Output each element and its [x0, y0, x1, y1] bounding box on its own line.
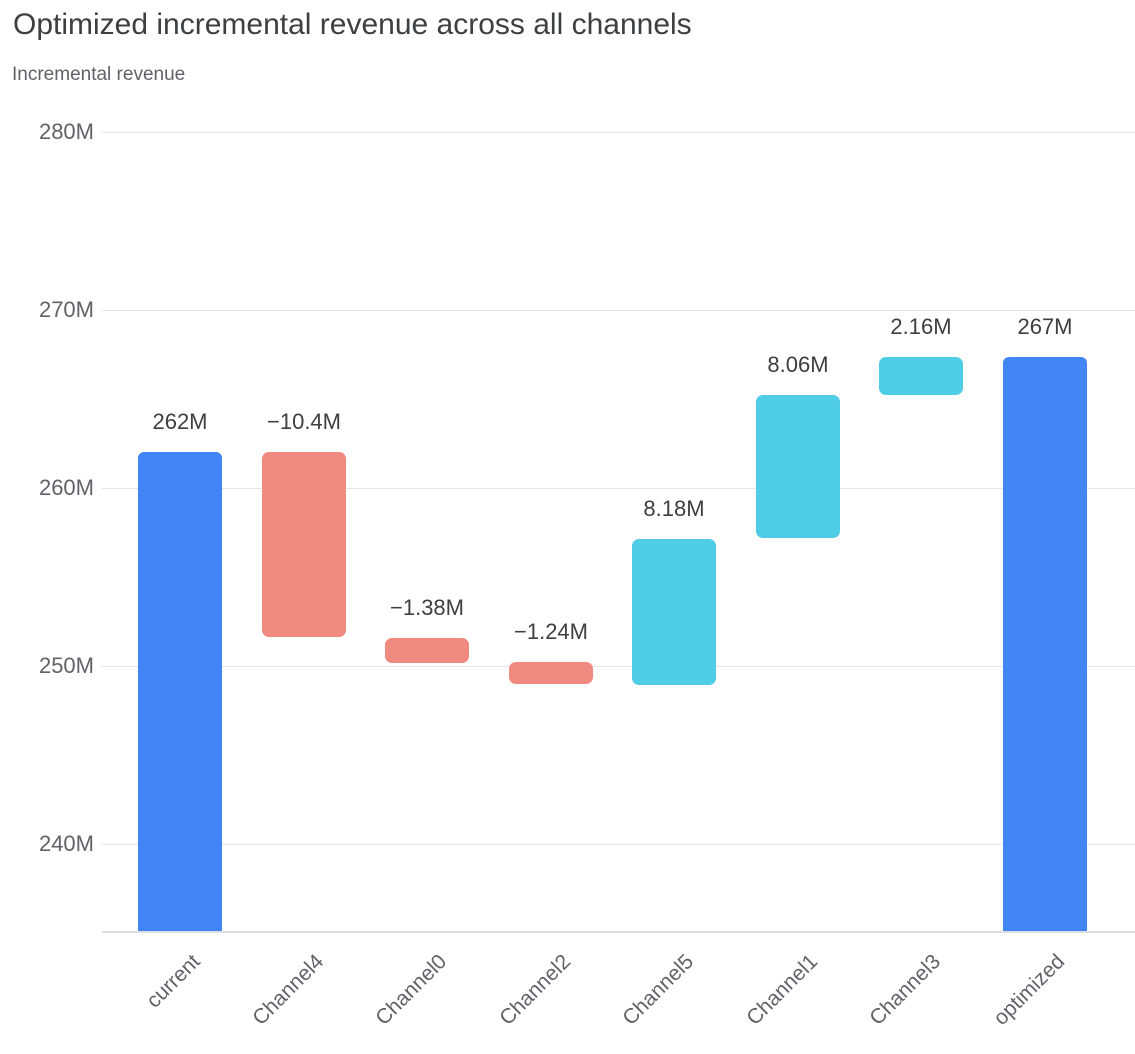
bar-value-label-Channel2: −1.24M: [514, 619, 588, 644]
y-tick-label-240M: 240M: [38, 831, 94, 856]
bar-value-label-Channel5: 8.18M: [643, 496, 705, 521]
x-category-label-Channel2: Channel2: [495, 950, 576, 1030]
bar-value-label-optimized: 267M: [1017, 314, 1073, 339]
gridline-270M: [102, 310, 1135, 311]
waterfall-bar-Channel4[interactable]: [262, 452, 346, 637]
y-tick-label-250M: 250M: [38, 653, 94, 678]
chart-subtitle: Incremental revenue: [12, 64, 186, 85]
x-category-label-optimized: optimized: [989, 950, 1070, 1030]
x-category-label-Channel0: Channel0: [371, 950, 452, 1030]
y-tick-label-270M: 270M: [38, 297, 94, 322]
y-tick-label-280M: 280M: [38, 119, 94, 144]
y-tick-label-260M: 260M: [38, 475, 94, 500]
gridline-250M: [102, 666, 1135, 667]
gridline-260M: [102, 488, 1135, 489]
bar-value-label-Channel4: −10.4M: [267, 409, 341, 434]
gridline-280M: [102, 132, 1135, 133]
bar-value-label-Channel0: −1.38M: [390, 595, 464, 620]
waterfall-bar-Channel1[interactable]: [756, 395, 840, 538]
waterfall-bar-Channel5[interactable]: [632, 539, 716, 685]
bar-value-label-current: 262M: [152, 409, 208, 434]
bar-value-label-Channel1: 8.06M: [767, 352, 829, 377]
x-category-label-Channel1: Channel1: [742, 950, 823, 1030]
waterfall-bar-Channel2[interactable]: [509, 662, 593, 684]
x-category-label-Channel3: Channel3: [865, 950, 946, 1030]
waterfall-bar-optimized[interactable]: [1003, 357, 1087, 931]
x-axis-line: [102, 931, 1135, 933]
bar-value-label-Channel3: 2.16M: [890, 314, 952, 339]
x-category-label-Channel5: Channel5: [618, 950, 699, 1030]
gridline-240M: [102, 844, 1135, 845]
waterfall-bar-Channel3[interactable]: [879, 357, 963, 395]
waterfall-bar-current[interactable]: [138, 452, 222, 931]
x-category-label-Channel4: Channel4: [248, 950, 329, 1030]
chart-title: Optimized incremental revenue across all…: [13, 8, 692, 41]
x-category-label-current: current: [141, 950, 205, 1013]
waterfall-bar-Channel0[interactable]: [385, 638, 469, 663]
